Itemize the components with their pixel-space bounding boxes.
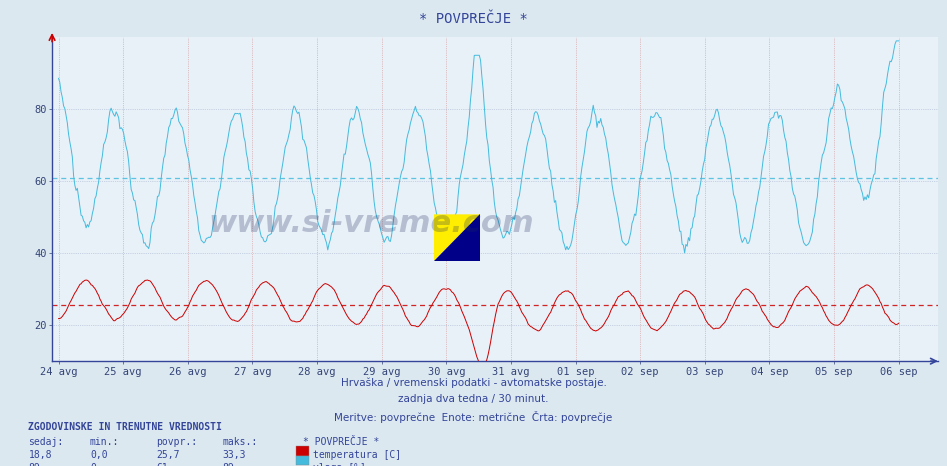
Text: 33,3: 33,3 bbox=[223, 450, 246, 459]
Text: www.si-vreme.com: www.si-vreme.com bbox=[208, 209, 534, 238]
Text: maks.:: maks.: bbox=[223, 437, 258, 446]
Text: 61: 61 bbox=[156, 463, 168, 466]
Text: Hrvaška / vremenski podatki - avtomatske postaje.: Hrvaška / vremenski podatki - avtomatske… bbox=[341, 377, 606, 388]
Text: * POVPREČJE *: * POVPREČJE * bbox=[420, 12, 527, 26]
Text: 89: 89 bbox=[223, 463, 234, 466]
Text: 18,8: 18,8 bbox=[28, 450, 52, 459]
Polygon shape bbox=[434, 214, 480, 261]
Text: 89: 89 bbox=[28, 463, 40, 466]
Text: temperatura [C]: temperatura [C] bbox=[313, 450, 401, 459]
Text: 25,7: 25,7 bbox=[156, 450, 180, 459]
Text: Meritve: povprečne  Enote: metrične  Črta: povprečje: Meritve: povprečne Enote: metrične Črta:… bbox=[334, 411, 613, 423]
Text: povpr.:: povpr.: bbox=[156, 437, 197, 446]
Text: 0,0: 0,0 bbox=[90, 450, 108, 459]
Text: sedaj:: sedaj: bbox=[28, 437, 63, 446]
Text: * POVPREČJE *: * POVPREČJE * bbox=[303, 437, 380, 446]
Text: vlaga [%]: vlaga [%] bbox=[313, 463, 366, 466]
Text: 0: 0 bbox=[90, 463, 96, 466]
Polygon shape bbox=[434, 214, 480, 261]
Text: min.:: min.: bbox=[90, 437, 119, 446]
Text: ZGODOVINSKE IN TRENUTNE VREDNOSTI: ZGODOVINSKE IN TRENUTNE VREDNOSTI bbox=[28, 422, 223, 432]
Text: zadnja dva tedna / 30 minut.: zadnja dva tedna / 30 minut. bbox=[399, 394, 548, 404]
Polygon shape bbox=[434, 214, 480, 261]
